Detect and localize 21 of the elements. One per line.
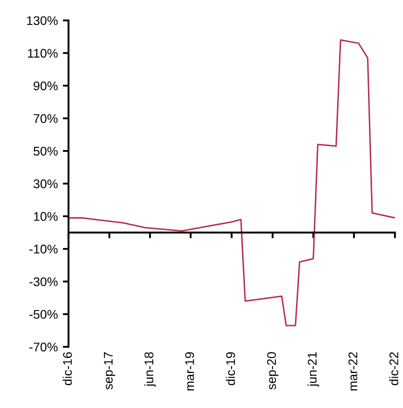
y-tick-label: 90% <box>34 81 58 90</box>
y-tick-label: 110% <box>28 48 58 58</box>
y-tick-label: -30% <box>29 277 58 286</box>
x-tick-label: sep-20 <box>267 352 278 390</box>
x-tick-label: dic-22 <box>389 352 398 386</box>
y-tick-label: 10% <box>34 212 58 221</box>
y-tick-label: 50% <box>34 146 58 156</box>
x-tick-label: dic-19 <box>226 352 236 386</box>
x-tick-label: jun-21 <box>307 352 320 387</box>
y-tick-label: -70% <box>29 342 58 352</box>
y-tick-label: 130% <box>27 16 58 26</box>
y-tick-label: 30% <box>34 179 58 188</box>
x-tick-label: jun-18 <box>144 352 156 387</box>
y-tick-label: 70% <box>34 114 58 123</box>
x-tick-label: mar-22 <box>348 352 358 390</box>
x-tick-label: sep-17 <box>104 352 116 390</box>
y-tick-label: -10% <box>29 244 58 254</box>
line-series <box>68 39 395 326</box>
x-tick-label: mar-19 <box>185 352 194 390</box>
y-tick-label: -50% <box>29 310 58 319</box>
x-tick-label: dic-16 <box>62 352 72 386</box>
